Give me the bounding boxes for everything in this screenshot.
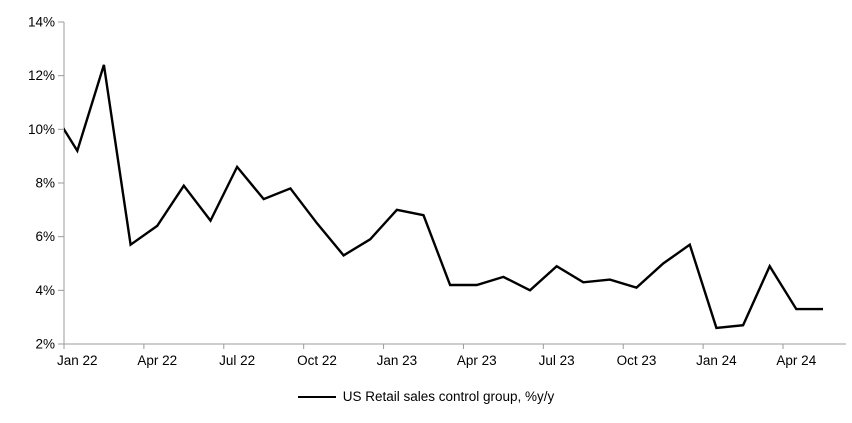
legend-line-swatch [297,395,336,398]
legend-series-label: US Retail sales control group, %y/y [342,389,555,404]
x-tick-label: Apr 23 [457,353,497,368]
x-tick-label: Jan 23 [377,353,418,368]
x-tick-label: Apr 22 [137,353,177,368]
x-tick-label: Jul 22 [219,353,255,368]
x-tick-label: Apr 24 [776,353,816,368]
y-tick-label: 10% [28,122,55,137]
series-line-retail-control-group [64,64,823,330]
x-tick-label: Oct 23 [617,353,657,368]
x-tick-label: Jan 24 [696,353,737,368]
y-tick-label: 8% [35,176,55,191]
chart-legend: US Retail sales control group, %y/y [0,389,852,404]
x-tick-label: Jan 22 [57,353,98,368]
y-tick-label: 12% [28,68,55,83]
y-tick-label: 14% [28,15,55,30]
x-tick-label: Jul 23 [539,353,575,368]
y-tick-label: 2% [35,337,55,352]
y-tick-label: 6% [35,229,55,244]
y-tick-label: 4% [35,283,55,298]
x-tick-label: Oct 22 [297,353,337,368]
y-axis: 2% 4% 6% 8% 10% 12% 14% [28,15,65,352]
x-axis: Jan 22 Apr 22 Jul 22 Oct 22 Jan 23 Apr 23 Jul … [57,343,846,368]
